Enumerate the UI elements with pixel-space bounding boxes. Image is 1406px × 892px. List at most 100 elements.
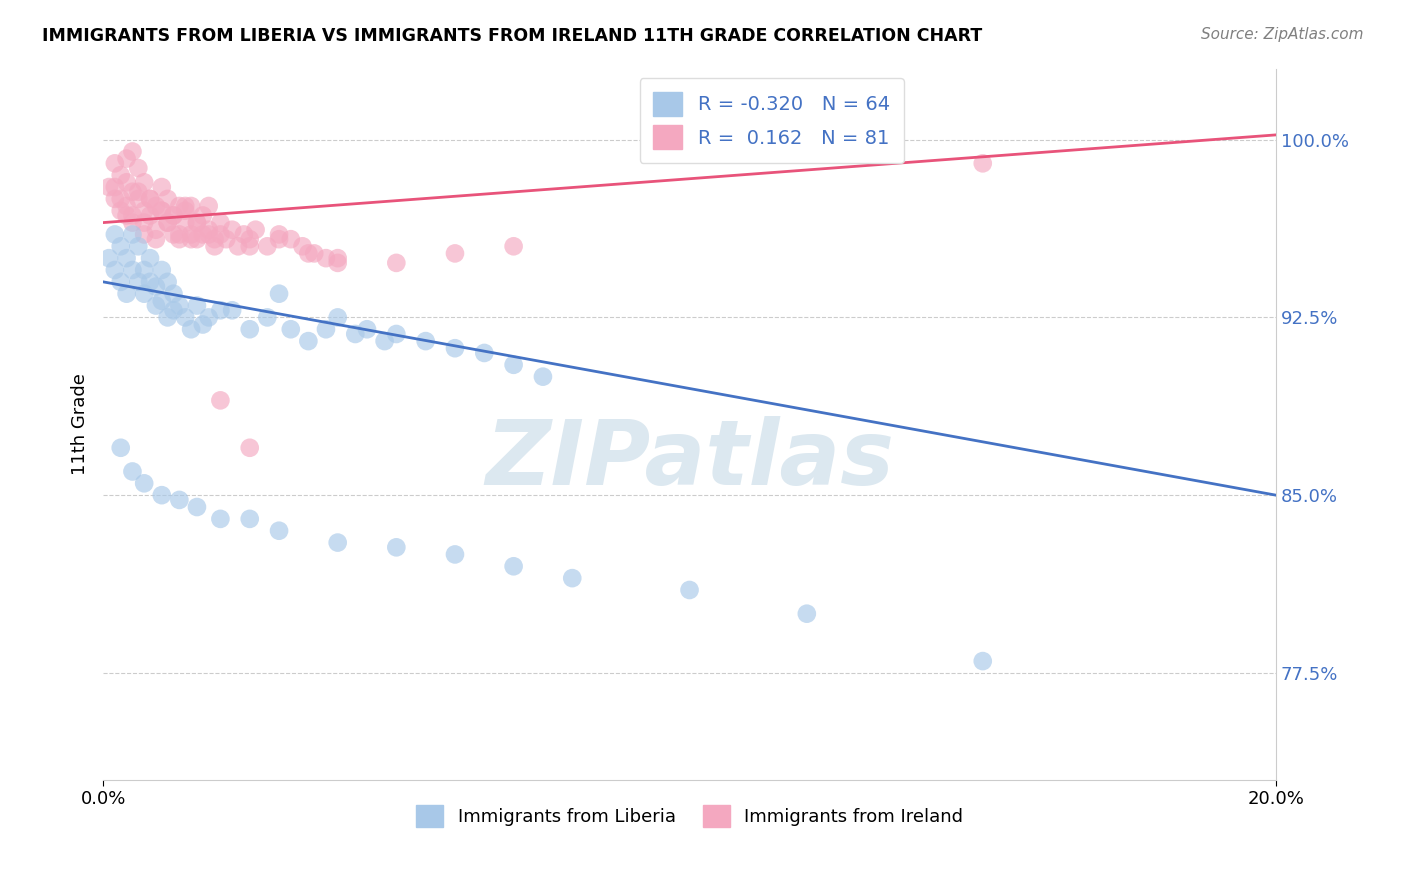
- Point: [326, 251, 349, 265]
- Point: [169, 492, 191, 507]
- Point: [344, 326, 367, 341]
- Point: [156, 216, 179, 230]
- Point: [121, 216, 143, 230]
- Point: [180, 232, 202, 246]
- Point: [239, 512, 262, 526]
- Point: [110, 239, 132, 253]
- Point: [215, 232, 238, 246]
- Point: [127, 192, 149, 206]
- Point: [115, 286, 138, 301]
- Point: [156, 216, 179, 230]
- Point: [150, 488, 173, 502]
- Point: [226, 239, 249, 253]
- Point: [197, 310, 219, 325]
- Point: [162, 209, 184, 223]
- Point: [98, 251, 121, 265]
- Point: [197, 223, 219, 237]
- Point: [291, 239, 314, 253]
- Point: [186, 500, 208, 514]
- Point: [150, 203, 173, 218]
- Point: [267, 524, 290, 538]
- Point: [174, 203, 197, 218]
- Point: [326, 256, 349, 270]
- Point: [162, 227, 184, 242]
- Point: [209, 512, 232, 526]
- Point: [110, 168, 132, 182]
- Point: [145, 299, 167, 313]
- Point: [110, 192, 132, 206]
- Point: [186, 216, 208, 230]
- Point: [174, 216, 197, 230]
- Point: [169, 232, 191, 246]
- Point: [191, 318, 214, 332]
- Point: [678, 582, 700, 597]
- Point: [150, 203, 173, 218]
- Legend: Immigrants from Liberia, Immigrants from Ireland: Immigrants from Liberia, Immigrants from…: [409, 798, 970, 835]
- Point: [245, 223, 267, 237]
- Point: [127, 275, 149, 289]
- Point: [115, 209, 138, 223]
- Point: [239, 322, 262, 336]
- Point: [502, 559, 524, 574]
- Point: [169, 299, 191, 313]
- Point: [127, 185, 149, 199]
- Point: [239, 239, 262, 253]
- Point: [98, 180, 121, 194]
- Point: [186, 232, 208, 246]
- Point: [150, 293, 173, 308]
- Point: [415, 334, 437, 348]
- Point: [232, 227, 254, 242]
- Point: [134, 175, 156, 189]
- Point: [315, 322, 337, 336]
- Point: [139, 192, 162, 206]
- Point: [204, 232, 226, 246]
- Point: [502, 358, 524, 372]
- Point: [162, 286, 184, 301]
- Point: [110, 275, 132, 289]
- Point: [972, 156, 994, 170]
- Point: [110, 441, 132, 455]
- Point: [115, 199, 138, 213]
- Point: [139, 251, 162, 265]
- Point: [209, 227, 232, 242]
- Point: [531, 369, 554, 384]
- Point: [174, 199, 197, 213]
- Point: [180, 322, 202, 336]
- Point: [145, 279, 167, 293]
- Point: [280, 232, 302, 246]
- Point: [121, 227, 143, 242]
- Text: IMMIGRANTS FROM LIBERIA VS IMMIGRANTS FROM IRELAND 11TH GRADE CORRELATION CHART: IMMIGRANTS FROM LIBERIA VS IMMIGRANTS FR…: [42, 27, 983, 45]
- Point: [134, 263, 156, 277]
- Point: [121, 263, 143, 277]
- Point: [134, 203, 156, 218]
- Point: [197, 199, 219, 213]
- Point: [115, 175, 138, 189]
- Text: Source: ZipAtlas.com: Source: ZipAtlas.com: [1201, 27, 1364, 42]
- Point: [169, 199, 191, 213]
- Point: [472, 346, 495, 360]
- Point: [139, 192, 162, 206]
- Point: [561, 571, 583, 585]
- Point: [104, 263, 127, 277]
- Point: [156, 192, 179, 206]
- Point: [326, 310, 349, 325]
- Point: [326, 535, 349, 549]
- Point: [444, 341, 467, 355]
- Point: [267, 227, 290, 242]
- Point: [221, 303, 243, 318]
- Point: [121, 465, 143, 479]
- Point: [134, 227, 156, 242]
- Point: [356, 322, 378, 336]
- Point: [280, 322, 302, 336]
- Point: [162, 303, 184, 318]
- Point: [385, 541, 408, 555]
- Point: [315, 251, 337, 265]
- Point: [385, 326, 408, 341]
- Point: [209, 216, 232, 230]
- Point: [104, 227, 127, 242]
- Point: [134, 286, 156, 301]
- Point: [169, 227, 191, 242]
- Point: [186, 299, 208, 313]
- Point: [145, 223, 167, 237]
- Point: [127, 161, 149, 175]
